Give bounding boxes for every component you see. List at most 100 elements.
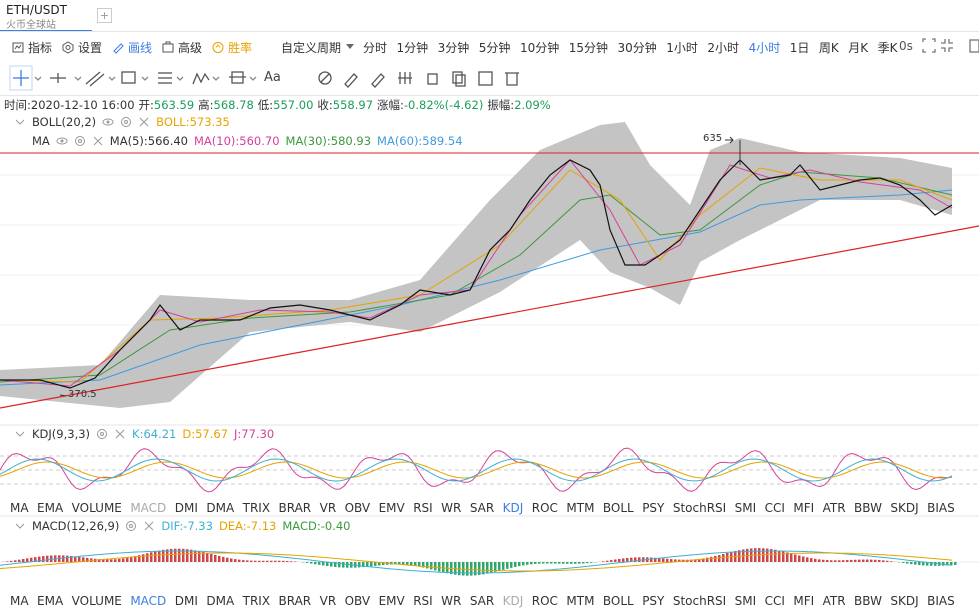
indicator-tab[interactable]: VR	[319, 500, 337, 515]
toolbar-label[interactable]: 胜率	[228, 40, 253, 55]
toolbar-item[interactable]: 画线	[112, 39, 152, 56]
eye-icon[interactable]	[102, 116, 114, 128]
custom-period-label[interactable]: 自定义周期	[281, 40, 342, 55]
add-tab[interactable]: +	[97, 8, 112, 23]
custom-period[interactable]: 自定义周期	[281, 38, 355, 56]
indicator-tab[interactable]: DMA	[206, 593, 235, 608]
indicator-tab[interactable]: SKDJ	[890, 593, 919, 608]
toolbar-label[interactable]: 设置	[78, 40, 103, 55]
period[interactable]: 分时	[363, 40, 388, 55]
indicator-tab[interactable]: BIAS	[927, 500, 955, 515]
indicator-tab[interactable]: TRIX	[242, 593, 271, 608]
indicator-tab[interactable]: RSI	[413, 500, 433, 515]
close-icon[interactable]	[92, 135, 104, 147]
indicator-tab[interactable]: MACD	[130, 500, 167, 515]
indicator-tab[interactable]: TRIX	[242, 500, 271, 515]
eye-icon[interactable]	[56, 135, 68, 147]
indicator-tab[interactable]: BOLL	[602, 593, 634, 608]
indicator-tab[interactable]: MA	[10, 593, 29, 608]
period[interactable]: 周K	[818, 40, 839, 55]
indicator-tab[interactable]: EMA	[37, 500, 64, 515]
toolbar-item[interactable]: 胜率	[212, 39, 252, 56]
indicator-tab[interactable]: MTM	[566, 500, 595, 515]
caret-icon[interactable]	[14, 428, 26, 440]
period[interactable]: 2小时	[707, 40, 740, 55]
indicator-tab[interactable]: SMI	[734, 593, 757, 608]
close-icon[interactable]	[114, 428, 126, 440]
indicator-tab[interactable]: SAR	[469, 593, 495, 608]
macd-histogram-bar	[614, 559, 617, 562]
indicator-tab[interactable]: PSY	[642, 593, 665, 608]
indicator-tab[interactable]: SMI	[734, 500, 757, 515]
indicator-tab[interactable]: BBW	[854, 500, 882, 515]
toolbar-label[interactable]: 画线	[128, 40, 153, 55]
period[interactable]: 15分钟	[568, 40, 608, 55]
gear-icon[interactable]	[74, 135, 86, 147]
period[interactable]: 1小时	[666, 40, 698, 55]
macd-histogram-bar	[398, 562, 401, 565]
indicator-tab[interactable]: DMI	[174, 500, 198, 515]
indicator-tab[interactable]: VOLUME	[71, 500, 122, 515]
indicator-tab[interactable]: StochRSI	[672, 500, 727, 515]
toolbar-item[interactable]: 设置	[62, 39, 102, 56]
indicator-tab[interactable]: MA	[10, 500, 29, 515]
indicator-tab[interactable]: SAR	[469, 500, 495, 515]
macd-histogram-bar	[702, 558, 705, 562]
indicator-tab[interactable]: MACD	[130, 593, 167, 608]
gear-icon[interactable]	[125, 520, 137, 532]
close-icon[interactable]	[138, 116, 150, 128]
toolbar-label[interactable]: 高级	[178, 40, 203, 55]
indicator-tab[interactable]: EMV	[378, 500, 405, 515]
period[interactable]: 3分钟	[437, 40, 470, 55]
indicator-tab[interactable]: ROC	[531, 593, 558, 608]
indicator-tab[interactable]: BBW	[854, 593, 882, 608]
period[interactable]: 5分钟	[478, 40, 511, 55]
indicator-tab[interactable]: MFI	[793, 593, 815, 608]
indicator-tab[interactable]: BRAR	[278, 500, 312, 515]
indicator-tab[interactable]: PSY	[642, 500, 665, 515]
indicator-tab[interactable]: KDJ	[502, 500, 524, 515]
gear-icon[interactable]	[96, 428, 108, 440]
indicator-tab[interactable]: CCI	[764, 593, 785, 608]
toolbar-label[interactable]: 指标	[28, 40, 53, 55]
indicator-tab[interactable]: SKDJ	[890, 500, 919, 515]
macd-histogram-bar	[6, 561, 9, 562]
period[interactable]: 月K	[848, 40, 869, 55]
toolbar-item[interactable]: 高级	[162, 39, 202, 56]
indicator-tab[interactable]: OBV	[344, 593, 371, 608]
indicator-tab[interactable]: RSI	[413, 593, 433, 608]
period[interactable]: 30分钟	[617, 40, 657, 55]
caret-icon[interactable]	[14, 116, 26, 128]
indicator-tab[interactable]: OBV	[344, 500, 371, 515]
indicator-tab[interactable]: WR	[441, 593, 462, 608]
period[interactable]: 季K	[877, 40, 898, 55]
period[interactable]: 1分钟	[396, 40, 429, 55]
toolbar-item[interactable]: 指标	[12, 39, 52, 56]
caret-icon[interactable]	[14, 520, 26, 532]
indicator-tab[interactable]: KDJ	[502, 593, 524, 608]
indicator-tab[interactable]: CCI	[764, 500, 785, 515]
indicator-tab[interactable]: EMA	[37, 593, 64, 608]
period[interactable]: 1日	[789, 40, 810, 55]
period[interactable]: 4小时	[748, 40, 781, 55]
gear-icon[interactable]	[120, 116, 132, 128]
indicator-tab[interactable]: DMI	[174, 593, 198, 608]
macd-histogram-bar	[574, 562, 577, 564]
indicator-tab[interactable]: ROC	[531, 500, 558, 515]
indicator-tab[interactable]: BRAR	[278, 593, 312, 608]
indicator-tab[interactable]: BOLL	[602, 500, 634, 515]
indicator-tab[interactable]: VR	[319, 593, 337, 608]
indicator-tab[interactable]: WR	[441, 500, 462, 515]
indicator-tab[interactable]: VOLUME	[71, 593, 122, 608]
close-icon[interactable]	[143, 520, 155, 532]
period[interactable]: 10分钟	[519, 40, 560, 55]
indicator-tab[interactable]: ATR	[822, 593, 846, 608]
indicator-tab[interactable]: EMV	[378, 593, 405, 608]
indicator-tab[interactable]: StochRSI	[672, 593, 727, 608]
indicator-tab[interactable]: ATR	[822, 500, 846, 515]
indicator-tab[interactable]: DMA	[206, 500, 235, 515]
indicator-tab[interactable]: MTM	[566, 593, 595, 608]
text-tool[interactable]: Aa	[264, 70, 281, 85]
indicator-tab[interactable]: MFI	[793, 500, 815, 515]
indicator-tab[interactable]: BIAS	[927, 593, 955, 608]
